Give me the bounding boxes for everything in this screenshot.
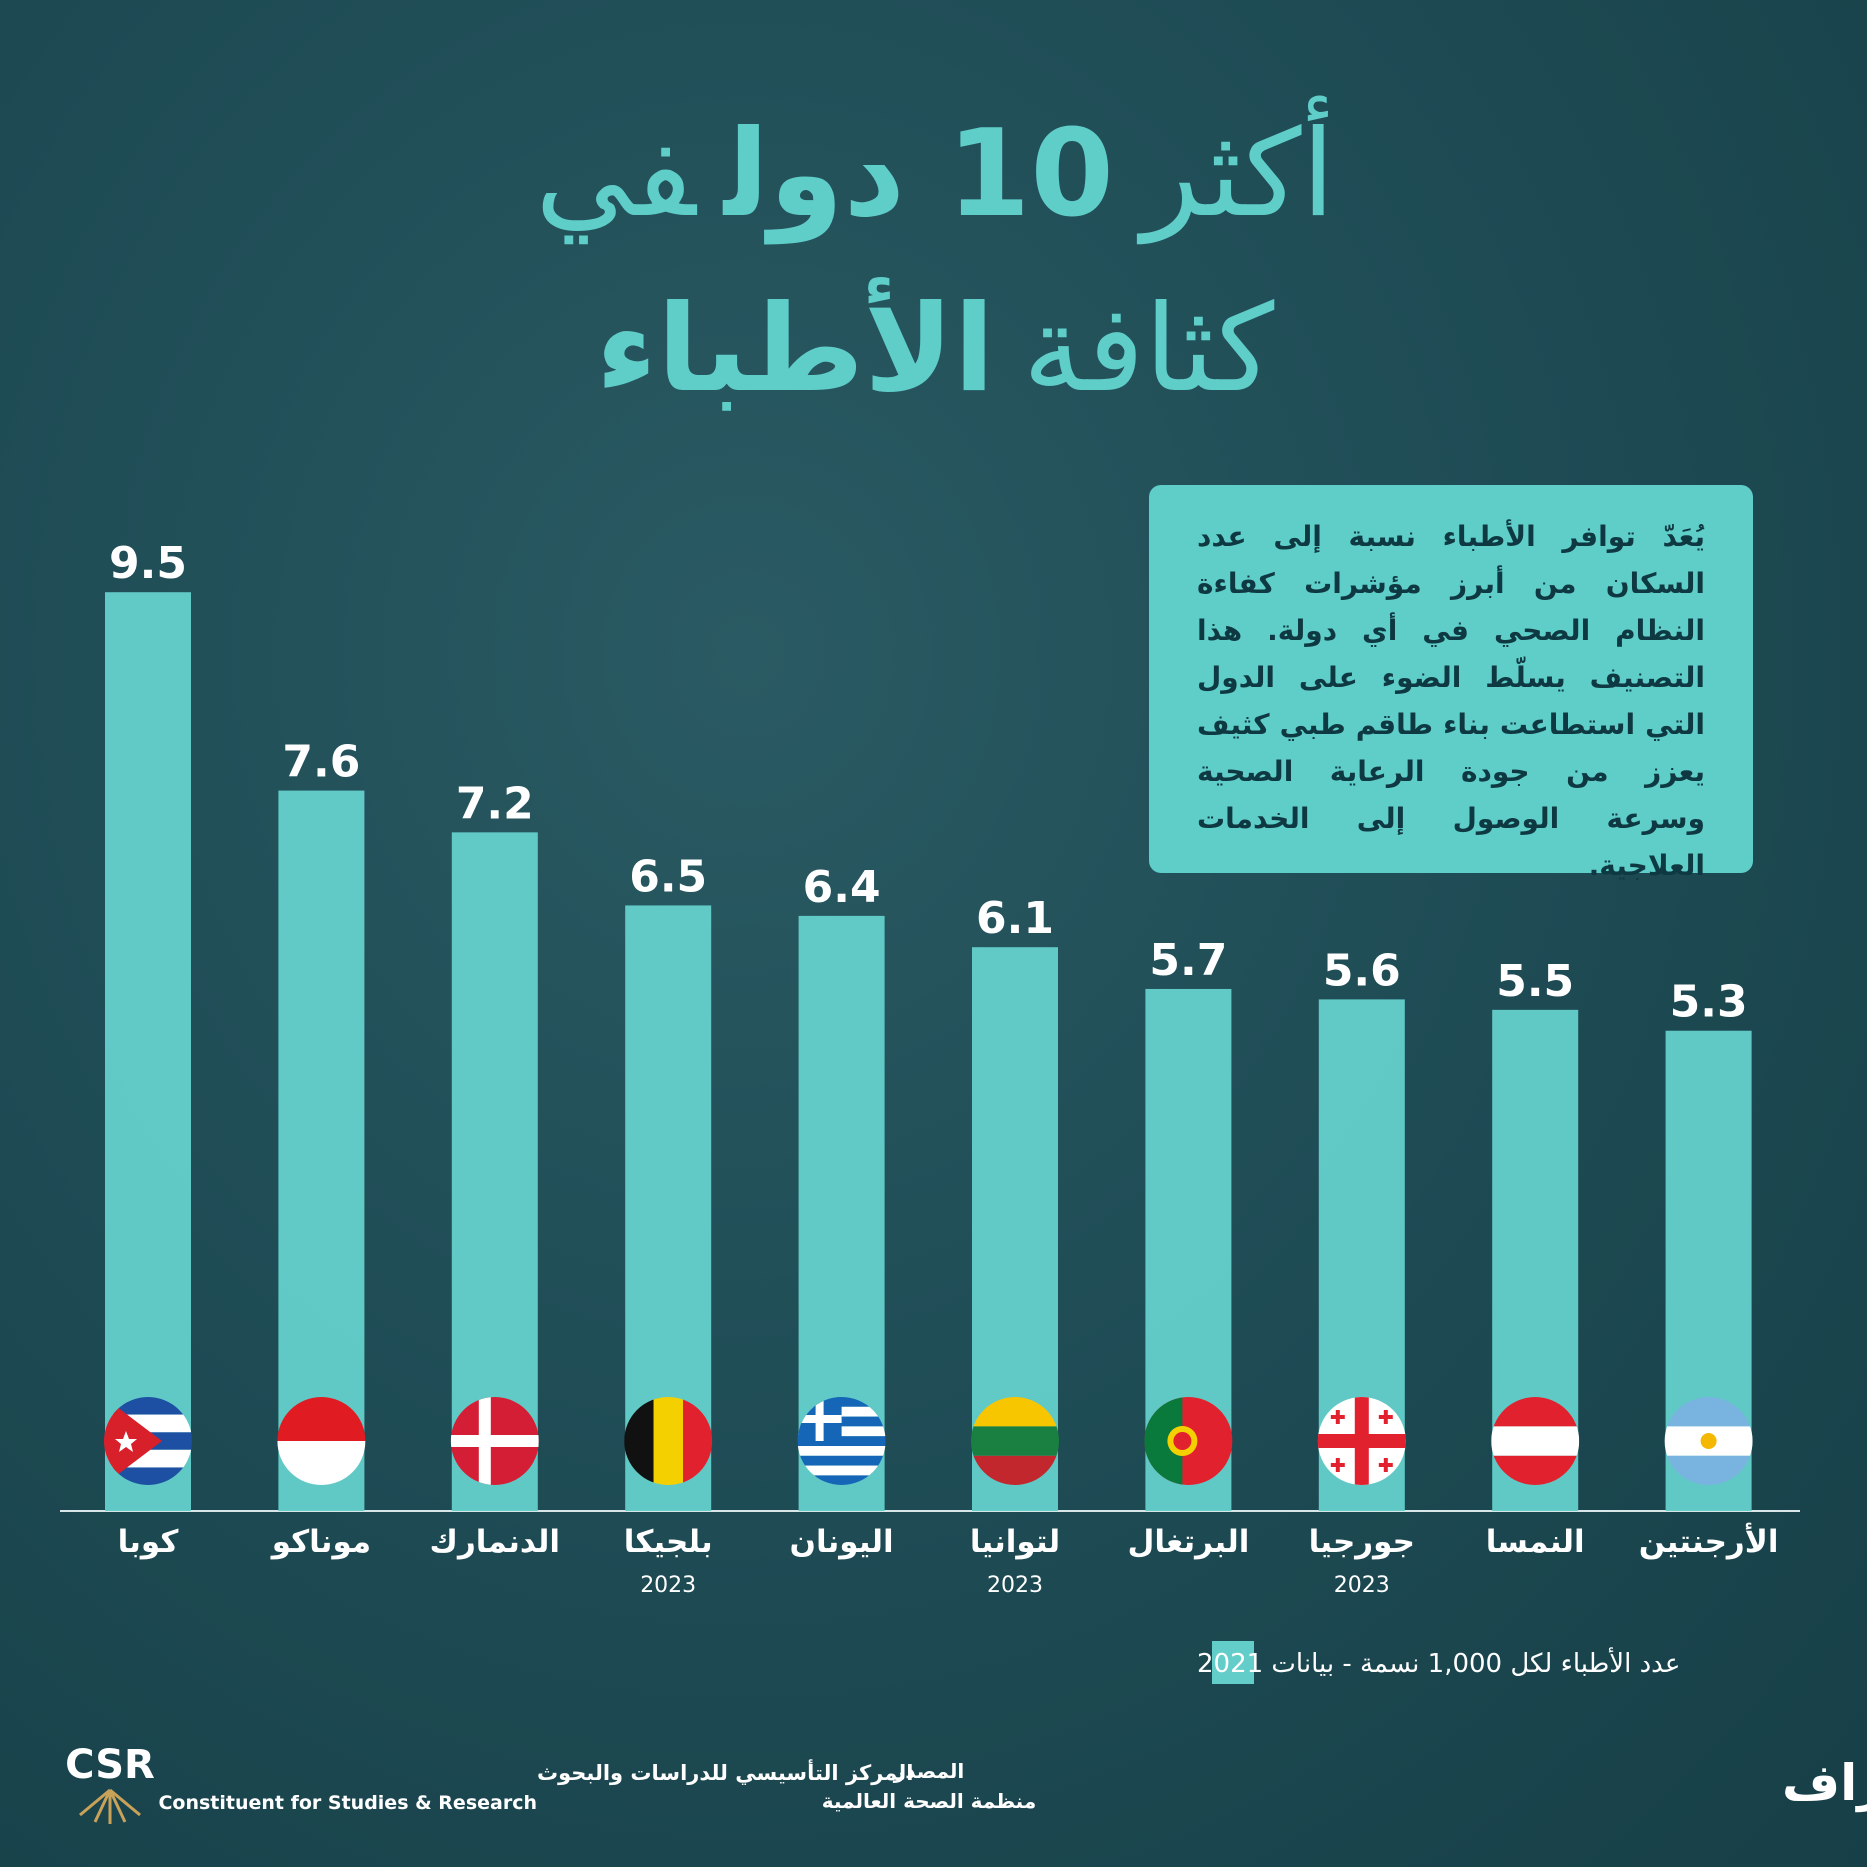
title-part: أكثر [1141, 105, 1335, 244]
flag-part [1700, 1433, 1717, 1449]
value-label: 6.1 [976, 893, 1054, 944]
flag-part [797, 1455, 886, 1466]
flag-part [797, 1475, 886, 1485]
x-tick-label: بلجيكا [624, 1524, 713, 1560]
title-part: في [535, 105, 696, 244]
value-label: 7.2 [456, 778, 534, 829]
flag-part [1491, 1426, 1580, 1456]
logo: CSR [65, 1742, 155, 1788]
x-tick-label: النمسا [1486, 1524, 1585, 1560]
flag-part [1383, 1410, 1388, 1424]
x-tick-label: الدنمارك [430, 1524, 561, 1560]
value-label: 5.7 [1149, 935, 1227, 986]
x-tick-label: لتوانيا [970, 1524, 1060, 1560]
description-box: يُعَدّ توافر الأطباء نسبة إلى عدد السكان… [1149, 485, 1753, 882]
flag-part [478, 1397, 491, 1485]
bar [278, 790, 365, 1511]
value-label: 6.4 [803, 862, 881, 913]
flag-part [1173, 1432, 1192, 1450]
category-note: 2023 [640, 1573, 696, 1598]
flag [1317, 1397, 1406, 1485]
title-line-2: كثافةالأطباء [300, 290, 1570, 410]
flag [797, 1397, 886, 1485]
source: منظمة الصحة العالمية [822, 1789, 1036, 1813]
org-en: Constituent for Studies & Research [158, 1792, 537, 1814]
flag-part [815, 1397, 824, 1441]
source-label: المصدر [893, 1759, 965, 1783]
flag-part [653, 1397, 683, 1485]
flag-part [115, 1431, 137, 1452]
flag [1491, 1397, 1580, 1485]
legend-label: عدد الأطباء لكل 1,000 نسمة - بيانات 2021 [1197, 1646, 1680, 1679]
x-tick-label: جورجيا [1309, 1524, 1415, 1560]
flag-part [1335, 1458, 1340, 1472]
logo-rays [79, 1788, 141, 1824]
org-ar: المركز التأسيسي للدراسات والبحوث [537, 1758, 913, 1785]
flag [1144, 1397, 1233, 1485]
title-line-1: أكثر10 دولفي [300, 115, 1570, 235]
title-part: الأطباء [595, 280, 995, 419]
flag [624, 1397, 713, 1485]
value-label: 5.3 [1670, 977, 1748, 1028]
flag [277, 1397, 366, 1485]
title-part: 10 دول [723, 105, 1114, 244]
flag-part [797, 1465, 886, 1476]
hashtag: #أسس_إنفوجراف [1782, 1750, 1867, 1813]
flag-part [797, 1446, 886, 1456]
x-tick-label: البرتغال [1127, 1524, 1249, 1560]
value-label: 5.6 [1323, 945, 1401, 996]
value-label: 7.6 [282, 737, 360, 788]
flag-part [450, 1435, 539, 1447]
title-part: كثافة [1022, 280, 1275, 419]
x-tick-label: موناكو [270, 1524, 371, 1560]
flag-part [971, 1426, 1059, 1456]
category-note: 2023 [1334, 1573, 1390, 1598]
legend-swatch [1212, 1641, 1254, 1684]
flag [450, 1397, 539, 1485]
flag-part [1383, 1458, 1388, 1472]
value-label: 6.5 [629, 851, 707, 902]
flag [1664, 1397, 1753, 1485]
flag [104, 1397, 192, 1485]
flag-part [1354, 1397, 1369, 1485]
flag-part [1335, 1410, 1340, 1424]
value-label: 9.5 [109, 538, 187, 589]
x-tick-label: اليونان [790, 1524, 894, 1560]
x-tick-label: كوبا [118, 1524, 180, 1560]
description: يُعَدّ توافر الأطباء نسبة إلى عدد السكان… [1197, 520, 1705, 882]
flag-part [797, 1436, 886, 1446]
bar [105, 592, 191, 1511]
flag [971, 1397, 1059, 1485]
x-tick-label: الأرجنتين [1639, 1522, 1779, 1560]
value-label: 5.5 [1496, 956, 1574, 1007]
category-note: 2023 [987, 1573, 1043, 1598]
